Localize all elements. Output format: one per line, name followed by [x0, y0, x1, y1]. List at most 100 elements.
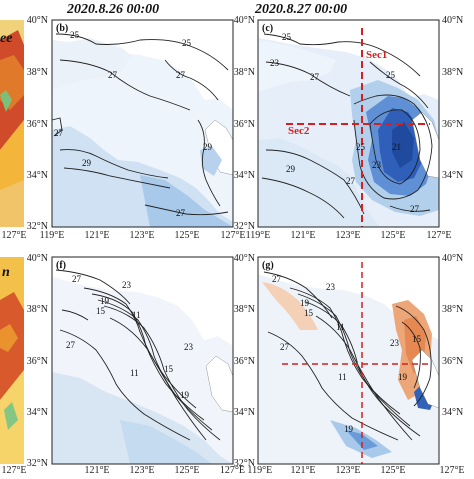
sec1-label: Sec1: [366, 49, 387, 61]
lon-tick-left-partial-top: 127°E: [1, 230, 26, 241]
panel-g-label: (g): [262, 260, 274, 271]
contour-b-3: 27: [176, 70, 186, 80]
lat-tick-mid-40-bottom: 40°N: [234, 253, 255, 264]
contour-c-6: 23: [372, 160, 382, 170]
lat-tick-right-40-bottom: 40°N: [442, 253, 463, 264]
contour-b-1: 25: [70, 30, 80, 40]
contour-b-5: 29: [82, 158, 92, 168]
lat-tick-36-bottom: 36°N: [27, 356, 48, 367]
lon-ticks-top-row: 127°E 119°E 121°E 123°E 125°E 127°E 119°…: [1, 230, 451, 241]
contour-f-7: 15: [164, 364, 174, 374]
contour-f-1: 27: [72, 274, 82, 284]
lat-tick-right-36-bottom: 36°N: [442, 356, 463, 367]
left-partial-panel-bottom: n: [0, 257, 24, 464]
lat-tick-mid-36-bottom: 36°N: [234, 356, 255, 367]
lon-tick-left-partial-bottom: 127°E: [1, 465, 26, 474]
lat-tick-32-top: 32°N: [27, 221, 48, 232]
lat-tick-right-40-top: 40°N: [442, 15, 463, 26]
contour-f-6: 11: [130, 368, 139, 378]
contour-g-6: 11: [338, 372, 347, 382]
contour-g-2: 23: [326, 282, 336, 292]
lat-tick-right-38-top: 38°N: [442, 67, 463, 78]
lat-tick-mid-32-bottom: 32°N: [234, 458, 255, 469]
contour-f-9: 23: [184, 342, 194, 352]
lat-tick-right-34-bottom: 34°N: [442, 407, 463, 418]
contour-g-4: 15: [304, 308, 314, 318]
contour-b-2: 25: [182, 38, 192, 48]
contour-c-1: 25: [282, 32, 292, 42]
left-partial-label-bottom: n: [2, 265, 10, 280]
panel-c-label: (c): [262, 23, 273, 34]
lat-ticks-mid: 40°N 38°N 36°N 34°N 32°N 40°N 38°N 36°N …: [234, 15, 255, 469]
panel-b: (b) 25 25 27 27 29 29 27 27: [51, 19, 234, 228]
contour-c-7: 25: [356, 142, 366, 152]
lon-tick-b-127: 127°E: [220, 230, 245, 241]
lon-tick-c-127: 127°E: [426, 230, 451, 241]
lat-ticks-left: 40°N 38°N 36°N 34°N 32°N 40°N 38°N 36°N …: [27, 15, 48, 469]
lon-tick-f-123: 123°E: [129, 465, 154, 474]
left-partial-label-top: ee: [0, 31, 12, 46]
contour-g-8: 23: [390, 338, 400, 348]
lat-tick-mid-34-bottom: 34°N: [234, 407, 255, 418]
lat-tick-40-top: 40°N: [27, 15, 48, 26]
lon-tick-c-119: 119°E: [246, 230, 271, 241]
lat-tick-40-bottom: 40°N: [27, 253, 48, 264]
lat-tick-38-bottom: 38°N: [27, 304, 48, 315]
lon-tick-g-121: 121°E: [290, 465, 315, 474]
lon-tick-b-121: 121°E: [84, 230, 109, 241]
panel-g: (g) 27 23 19 15 11 11 19 23 27 15 19: [257, 256, 440, 465]
contour-g-5: 11: [336, 322, 345, 332]
contour-f-3: 19: [100, 296, 110, 306]
date-header-1: 2020.8.26 00:00: [66, 2, 159, 17]
lon-tick-g-125: 125°E: [380, 465, 405, 474]
lon-tick-f-121: 121°E: [84, 465, 109, 474]
lat-tick-34-bottom: 34°N: [27, 407, 48, 418]
lon-tick-f-125: 125°E: [174, 465, 199, 474]
lat-ticks-right: 40°N 38°N 36°N 34°N 40°N 38°N 36°N 34°N: [442, 15, 463, 418]
lat-tick-34-top: 34°N: [27, 170, 48, 181]
contour-c-8: 27: [346, 176, 356, 186]
lat-tick-mid-38-bottom: 38°N: [234, 304, 255, 315]
lon-tick-c-123: 123°E: [335, 230, 360, 241]
lon-tick-b-125: 125°E: [174, 230, 199, 241]
contour-g-9: 27: [280, 342, 290, 352]
contour-f-8: 19: [180, 390, 190, 400]
contour-f-10: 27: [66, 340, 76, 350]
contour-c-3: 25: [386, 70, 396, 80]
lat-tick-32-bottom: 32°N: [27, 458, 48, 469]
contour-c-4: 27: [310, 72, 320, 82]
lat-tick-mid-38-top: 38°N: [234, 67, 255, 78]
contour-f-2: 23: [122, 280, 132, 290]
sec2-label: Sec2: [288, 125, 310, 137]
contour-c-10: 27: [410, 204, 420, 214]
lon-tick-c-125: 125°E: [380, 230, 405, 241]
lat-tick-mid-32-top: 32°N: [234, 221, 255, 232]
lon-ticks-bottom-row: 127°E 121°E 123°E 125°E 127°E 119°E 121°…: [1, 465, 464, 476]
lon-tick-g-127: 127°E: [439, 465, 464, 474]
lat-tick-right-38-bottom: 38°N: [442, 304, 463, 315]
lon-tick-b-119: 119°E: [40, 230, 65, 241]
contour-b-4: 27: [108, 70, 118, 80]
contour-f-5: 11: [132, 310, 141, 320]
lat-tick-38-top: 38°N: [27, 67, 48, 78]
lon-tick-mid-pair: 127°E 119°E: [220, 465, 272, 474]
contour-c-5: 21: [392, 142, 401, 152]
lon-tick-b-123: 123°E: [129, 230, 154, 241]
lon-tick-c-121: 121°E: [290, 230, 315, 241]
contour-b-7: 27: [176, 208, 186, 218]
contour-g-3: 19: [300, 298, 310, 308]
contour-c-2: 23: [270, 58, 280, 68]
lat-tick-mid-36-top: 36°N: [234, 119, 255, 130]
contour-g-1: 27: [272, 274, 282, 284]
panel-c: (c) Sec1 Sec2 25 23 25 27 21 23 25 27 29…: [257, 19, 440, 228]
contour-c-9: 29: [286, 164, 296, 174]
lon-tick-g-123: 123°E: [335, 465, 360, 474]
contour-g-7: 19: [344, 424, 354, 434]
lat-tick-36-top: 36°N: [27, 119, 48, 130]
panel-b-label: (b): [56, 23, 68, 34]
lat-tick-mid-40-top: 40°N: [234, 15, 255, 26]
contour-b-6: 29: [203, 142, 213, 152]
contour-g-11: 19: [398, 372, 408, 382]
